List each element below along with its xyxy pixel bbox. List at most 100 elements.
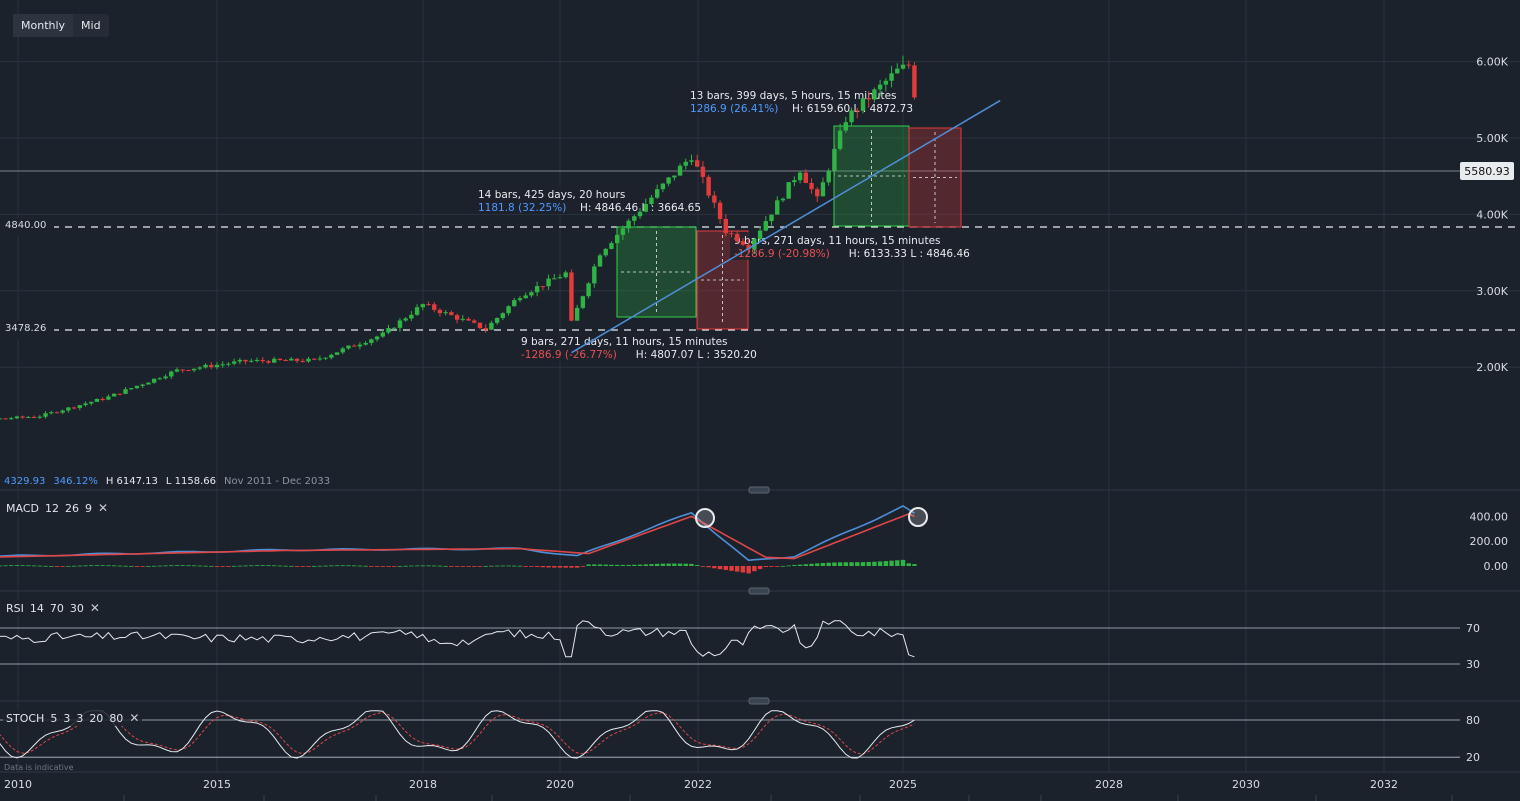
stats-low: L 1158.66 xyxy=(165,476,217,487)
macd-histogram-bar xyxy=(483,565,488,567)
candle-down xyxy=(735,233,740,242)
measure-label-bg xyxy=(686,87,902,115)
macd-histogram-bar xyxy=(637,564,643,566)
candle-up xyxy=(169,371,174,377)
macd-histogram-bar xyxy=(780,565,786,567)
candle-up xyxy=(83,403,88,406)
macd-histogram-bar xyxy=(477,566,483,567)
macd-histogram-bar xyxy=(523,566,528,567)
macd-cross-marker xyxy=(908,507,928,527)
candle-up xyxy=(346,345,351,349)
measure-label-change: 1286.9 (26.41%) xyxy=(690,103,778,115)
candle-down xyxy=(300,360,305,362)
candle-up xyxy=(592,266,597,284)
candle-up xyxy=(500,313,506,318)
candle-up xyxy=(517,298,523,301)
macd-histogram-bar xyxy=(123,565,128,567)
macd-histogram-bar xyxy=(660,563,666,566)
macd-histogram-bar xyxy=(866,561,871,566)
candle-up xyxy=(231,361,237,364)
macd-histogram-bar xyxy=(797,564,803,566)
rsi-label[interactable]: RSI 14 70 30 ✕ xyxy=(3,600,103,616)
macd-histogram-bar xyxy=(243,565,248,567)
candle-up xyxy=(546,278,551,287)
x-tick-label: 2010 xyxy=(4,778,32,791)
stoch-tick-label: 80 xyxy=(1466,714,1480,727)
candle-down xyxy=(855,110,860,112)
candle-up xyxy=(157,378,163,380)
macd-histogram-bar xyxy=(769,566,774,567)
measure-label-line1: 13 bars, 399 days, 5 hours, 15 minutes xyxy=(690,90,897,102)
candle-down xyxy=(717,202,723,219)
macd-histogram-bar xyxy=(466,566,471,567)
stoch-label[interactable]: STOCH 5 3 3 20 80 ✕ xyxy=(3,710,143,726)
candle-down xyxy=(432,304,437,310)
close-icon[interactable]: ✕ xyxy=(97,501,109,515)
macd-histogram-bar xyxy=(9,565,14,567)
candle-up xyxy=(512,300,517,307)
macd-histogram-bar xyxy=(597,564,603,566)
candle-up xyxy=(849,110,854,123)
candle-up xyxy=(214,364,220,368)
macd-histogram-bar xyxy=(614,564,620,566)
candle-up xyxy=(523,295,528,299)
x-tick-label: 2028 xyxy=(1095,778,1123,791)
macd-label[interactable]: MACD 12 26 9 ✕ xyxy=(3,500,112,516)
macd-histogram-bar xyxy=(592,564,597,566)
macd-histogram-bar xyxy=(740,566,746,573)
stoch-param: 20 xyxy=(89,711,104,725)
rsi-name: RSI xyxy=(6,601,24,615)
macd-histogram-bar xyxy=(89,565,94,567)
rsi-param: 70 xyxy=(49,601,64,615)
candle-down xyxy=(466,318,471,321)
macd-histogram-bar xyxy=(649,564,654,566)
macd-histogram-bar xyxy=(420,565,425,567)
current-price-badge xyxy=(1460,162,1514,180)
close-icon[interactable]: ✕ xyxy=(89,601,100,615)
close-icon[interactable]: ✕ xyxy=(129,711,140,725)
pane-resize-handle xyxy=(748,697,770,705)
measure-label-hl: H: 6159.60 L : 4872.73 xyxy=(792,103,913,115)
macd-histogram-bar xyxy=(609,564,614,566)
macd-histogram-bar xyxy=(540,566,546,568)
macd-histogram-bar xyxy=(306,566,311,567)
macd-histogram-bar xyxy=(226,566,231,567)
candle-up xyxy=(397,320,403,328)
stoch-pane: 80 20 xyxy=(0,710,1480,764)
macd-histogram-bar xyxy=(380,566,385,567)
measure-label-hl: H: 6133.33 L : 4846.46 xyxy=(849,248,970,260)
candle-up xyxy=(380,332,385,337)
stoch-param: 3 xyxy=(76,711,84,725)
current-price-label: 5580.93 xyxy=(1464,165,1510,178)
candle-up xyxy=(609,243,614,249)
candle-up xyxy=(637,211,643,217)
candle-up xyxy=(626,220,631,229)
macd-histogram-bar xyxy=(557,566,563,568)
macd-histogram-bar xyxy=(449,566,454,567)
price-mode-button[interactable]: Mid xyxy=(81,19,101,32)
macd-histogram-bar xyxy=(546,566,551,568)
stoch-param: 3 xyxy=(63,711,71,725)
candle-down xyxy=(277,358,283,361)
candle-down xyxy=(723,218,728,234)
candle-up xyxy=(163,376,168,379)
macd-histogram-bar xyxy=(586,564,591,566)
candle-up xyxy=(340,348,345,353)
candle-up xyxy=(26,416,31,418)
candle-down xyxy=(706,176,711,196)
macd-histogram-bar xyxy=(3,565,8,567)
macd-name: MACD xyxy=(6,501,39,515)
candle-down xyxy=(426,304,431,306)
candle-down xyxy=(186,370,191,372)
macd-histogram-bar xyxy=(837,562,843,566)
timeframe-button[interactable]: Monthly xyxy=(13,14,74,37)
macd-histogram-bar xyxy=(666,563,671,566)
macd-histogram-bar xyxy=(134,566,140,567)
candle-down xyxy=(449,312,454,316)
candle-up xyxy=(317,358,323,360)
pane-resize-handle xyxy=(748,486,770,494)
macd-cross-marker xyxy=(695,508,715,528)
candle-up xyxy=(494,317,500,323)
macd-histogram-bar xyxy=(191,565,197,567)
